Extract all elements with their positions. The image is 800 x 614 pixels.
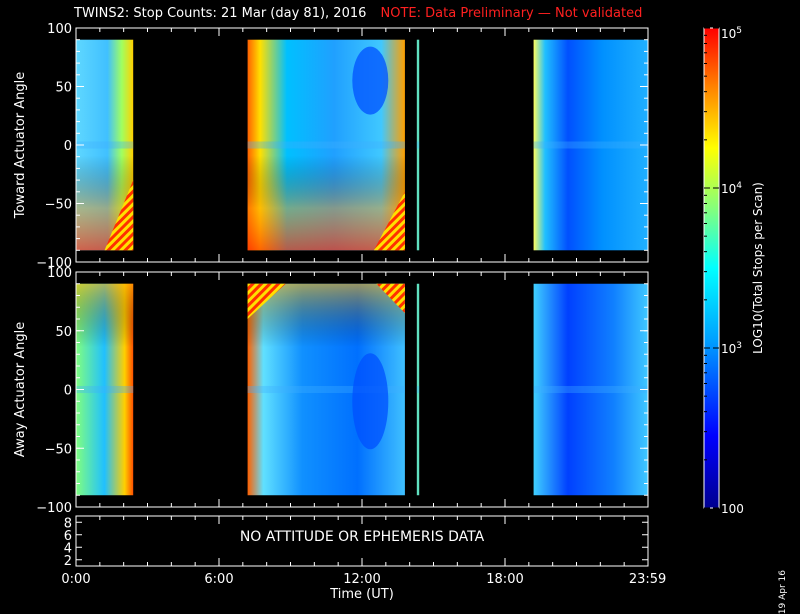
panel-toward <box>76 39 648 251</box>
attitude-y-tick-label: 2 <box>64 554 72 569</box>
zero-band <box>533 141 648 149</box>
colorbar-label: LOG10(Total Stops per Scan) <box>751 182 765 354</box>
y-tick-label: −100 <box>36 501 72 516</box>
stop-counts-chart: 100 50 0 −50 −100 Toward Actuator Angle 100 50 0… <box>13 22 765 600</box>
high-count-region <box>376 283 405 314</box>
y-tick-label: 0 <box>64 139 72 154</box>
zero-band <box>416 385 420 394</box>
date-stamp: 19 Apr 16 <box>778 570 788 614</box>
low-count-region <box>352 46 389 115</box>
high-count-region <box>104 180 134 251</box>
zero-band <box>247 141 405 149</box>
attitude-y-tick-label: 4 <box>64 541 72 556</box>
x-axis-label: Time (UT) <box>329 587 394 600</box>
y-tick-label: 100 <box>47 22 72 37</box>
y-tick-label: 100 <box>47 266 72 281</box>
colorbar-tick-label: 103 <box>721 341 742 356</box>
zero-band <box>247 385 405 394</box>
title-main: TWINS2: Stop Counts: 21 Mar (day 81), 20… <box>74 6 367 21</box>
y-axis-label: Toward Actuator Angle <box>13 72 28 219</box>
high-count-region <box>373 191 405 251</box>
zero-band <box>416 141 420 149</box>
y-tick-label: 50 <box>55 325 72 340</box>
x-tick-label: 6:00 <box>204 572 233 587</box>
y-tick-label: −50 <box>45 442 72 457</box>
y-axis-label: Away Actuator Angle <box>13 322 28 457</box>
y-tick-label: −50 <box>45 198 72 213</box>
colorbar <box>703 27 720 509</box>
y-tick-label: 0 <box>64 384 72 399</box>
data-segment <box>416 283 420 496</box>
zero-band <box>76 141 134 149</box>
colorbar-tick-label: 105 <box>721 26 742 41</box>
data-segment <box>533 283 648 496</box>
segment-shade <box>76 283 134 496</box>
attitude-y-tick-label: 8 <box>64 516 72 531</box>
data-segment <box>533 39 648 251</box>
colorbar-tick-label: 100 <box>721 502 744 516</box>
chart-title: TWINS2: Stop Counts: 21 Mar (day 81), 20… <box>74 6 642 21</box>
attitude-y-tick-label: 6 <box>64 529 72 544</box>
data-segment <box>416 39 420 251</box>
x-tick-label: 18:00 <box>486 572 523 587</box>
panel-away <box>76 283 648 496</box>
zero-band <box>76 385 134 394</box>
colorbar-tick-label: 104 <box>721 181 742 196</box>
x-tick-label: 12:00 <box>343 572 380 587</box>
no-data-message: NO ATTITUDE OR EPHEMERIS DATA <box>240 529 485 545</box>
x-tick-label: 23:59 <box>629 572 666 587</box>
x-tick-label: 0:00 <box>61 572 90 587</box>
high-count-region <box>247 283 286 319</box>
low-count-region <box>352 353 389 450</box>
title-note: NOTE: Data Preliminary — Not validated <box>380 6 643 21</box>
y-tick-label: −100 <box>36 256 72 271</box>
zero-band <box>533 385 648 394</box>
y-tick-label: 50 <box>55 81 72 96</box>
